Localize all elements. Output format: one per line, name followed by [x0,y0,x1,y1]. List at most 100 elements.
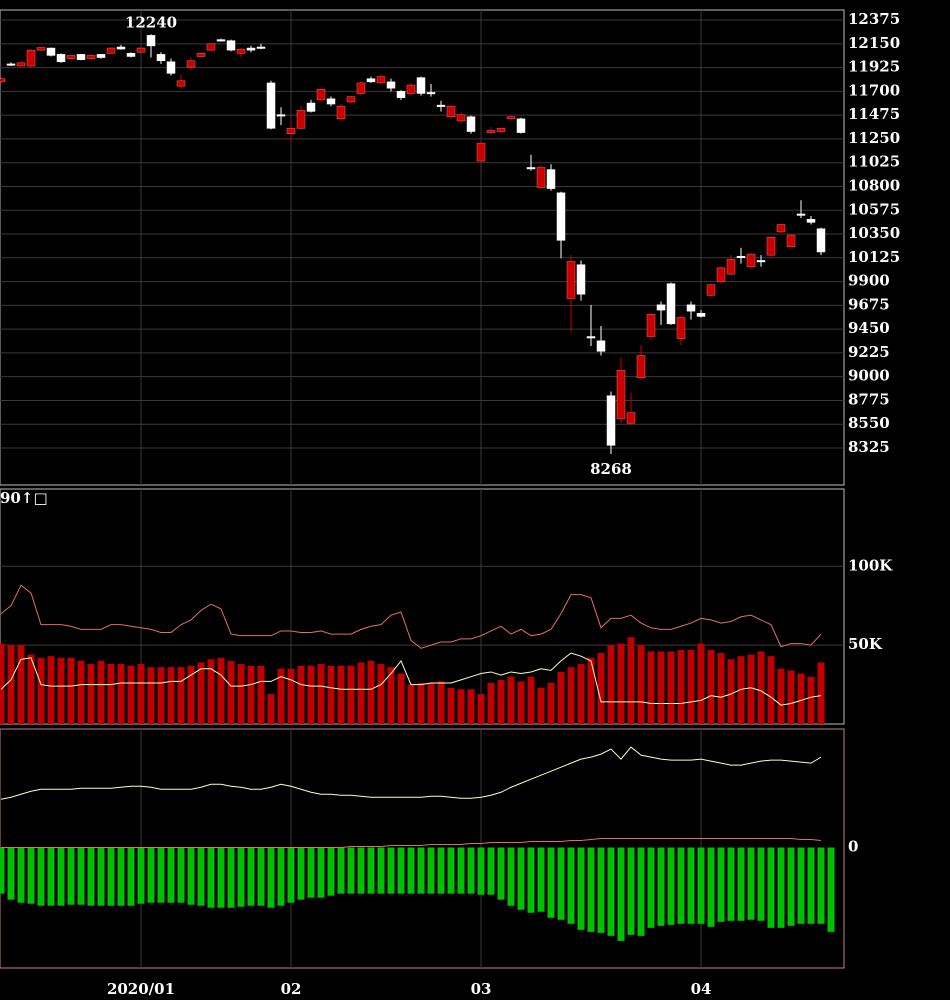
bar [727,659,735,724]
y-tick-label: 9000 [848,367,890,385]
candle-body [796,213,806,216]
candle-body [346,96,356,103]
bar [567,847,575,924]
candle-body [646,314,656,337]
y-tick-label: 100K [848,556,893,574]
bar [307,847,315,898]
bar [197,847,205,906]
candle-body [786,234,796,247]
candle-body [756,260,766,263]
bar [277,847,285,906]
candle-body [286,128,296,134]
bar [127,665,135,724]
candle-body [76,54,86,60]
bar [627,637,635,724]
indicator-line [1,837,822,848]
candle-body [736,255,746,258]
y-tick-label: 10125 [848,248,900,266]
candle-body [66,55,76,59]
candle-body [316,89,326,101]
bar [257,665,265,724]
bar [57,657,65,724]
candle-body [366,78,376,83]
bar [207,847,215,908]
y-tick-label: 9675 [848,295,890,313]
bar [547,847,555,918]
bar [0,643,5,724]
bar [297,847,305,900]
candle-body [256,46,266,49]
candle-body [766,236,776,256]
candle-body [126,53,136,57]
candle-body [696,313,706,317]
candle-body [616,370,626,420]
bar [147,667,155,724]
bar [437,847,445,894]
indicator-label: 90↑□ [0,489,48,507]
bar [97,847,105,906]
candle-body [816,228,826,253]
candle-body [446,105,456,117]
low-annotation: 8268 [590,460,632,478]
bar [827,847,835,932]
bar [37,847,45,906]
bar [167,667,175,724]
bar [247,665,255,724]
bar [87,847,95,906]
candle-body [806,218,816,223]
bar [467,847,475,894]
bar [177,667,185,724]
bar [787,847,795,926]
bar [267,694,275,724]
x-tick-label: 03 [471,980,492,998]
candle-body [746,253,756,268]
candle-body [416,77,426,94]
candle-body [556,192,566,241]
candle-body [186,60,196,68]
candle-body [86,55,96,59]
bar [647,651,655,724]
bar [597,847,605,933]
candle-body [296,110,306,129]
bar [657,651,665,724]
bar [747,847,755,920]
bar [567,667,575,724]
bar [287,668,295,724]
y-tick-label: 9900 [848,272,890,290]
high-annotation: 12240 [125,13,177,31]
bar [97,660,105,724]
bar [257,847,265,906]
candle-body [716,267,726,282]
bar [797,673,805,724]
indicator-line [0,746,822,800]
bar [807,676,815,724]
candle-body [176,80,186,87]
y-tick-label: 8550 [848,414,890,432]
bar [437,681,445,724]
bar [217,847,225,908]
bar [507,676,515,724]
bar [697,643,705,724]
bar [667,847,675,925]
bar [717,653,725,724]
bar [447,847,455,894]
bar [517,681,525,724]
bar [727,847,735,921]
bar [147,847,155,903]
bar [527,847,535,913]
candle-body [196,53,206,57]
bar [477,694,485,724]
candle-body [146,35,156,47]
bar [737,656,745,724]
y-tick-label: 11025 [848,153,900,171]
y-tick-label: 10800 [848,176,900,194]
bar [307,665,315,724]
bar [367,847,375,894]
candle-body [356,82,366,94]
bar [817,847,825,924]
bar [277,668,285,724]
bar [187,665,195,724]
bar [137,847,145,904]
candle-body [26,49,36,67]
bar [7,645,15,724]
